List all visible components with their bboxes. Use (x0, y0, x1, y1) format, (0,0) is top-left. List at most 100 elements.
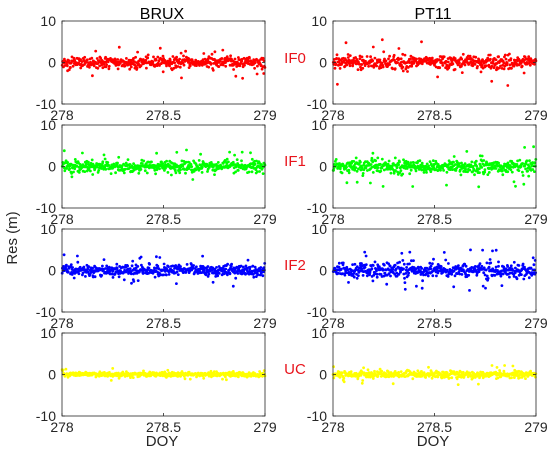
data-point (360, 63, 364, 66)
data-point (371, 160, 375, 164)
x-tick-label: 278.5 (146, 315, 181, 331)
data-point (371, 59, 375, 63)
data-point (139, 64, 143, 68)
data-point (63, 166, 66, 170)
data-point (371, 264, 375, 267)
data-point (360, 262, 363, 265)
data-point (353, 262, 357, 266)
data-point (131, 259, 135, 263)
data-point (73, 167, 77, 171)
data-point (505, 61, 509, 65)
data-point (483, 170, 487, 174)
data-point (517, 264, 521, 267)
data-point (467, 273, 471, 277)
data-point (256, 170, 259, 174)
data-point (372, 374, 376, 378)
x-tick-label: 278 (50, 419, 74, 435)
data-point (526, 62, 529, 66)
data-point (93, 275, 97, 279)
data-point (460, 71, 464, 74)
x-tick-label: 278 (321, 315, 345, 331)
data-point (209, 62, 213, 65)
data-point (379, 169, 383, 173)
data-point (420, 168, 424, 172)
data-point (512, 180, 516, 184)
data-point (228, 370, 231, 374)
x-axis-label-pt11: DOY (417, 433, 450, 450)
data-point (348, 54, 352, 57)
data-point (393, 67, 397, 70)
data-point (466, 170, 469, 174)
data-point (375, 269, 378, 273)
data-point (445, 183, 448, 187)
data-point (130, 264, 134, 268)
data-point (396, 173, 400, 176)
data-point (137, 171, 141, 175)
data-point (431, 274, 435, 278)
data-point (369, 55, 372, 59)
data-point (260, 67, 264, 71)
data-point (199, 152, 203, 156)
data-point (231, 370, 235, 373)
data-point (421, 279, 424, 283)
data-point (179, 51, 183, 55)
data-point (221, 377, 224, 381)
data-point (477, 185, 481, 189)
data-point (478, 171, 481, 175)
data-point (482, 271, 486, 275)
data-point (528, 159, 531, 163)
data-point (400, 251, 404, 255)
data-point (369, 181, 372, 185)
data-point (81, 271, 85, 275)
data-point (173, 61, 177, 65)
data-point (139, 255, 143, 259)
data-point (361, 172, 365, 175)
data-point (392, 53, 396, 57)
data-point (102, 62, 106, 66)
data-point (497, 264, 500, 268)
data-point (91, 173, 95, 176)
data-point (93, 167, 97, 171)
data-point (483, 273, 487, 277)
data-point (142, 369, 145, 373)
x-tick-label: 278 (321, 107, 345, 123)
data-point (347, 281, 350, 284)
data-point (185, 263, 189, 266)
data-point (175, 150, 179, 154)
data-point (73, 158, 77, 161)
data-point (357, 167, 360, 171)
data-point (430, 370, 433, 374)
data-point (387, 272, 391, 276)
data-point (420, 370, 423, 373)
y-tick-label: -10 (36, 408, 56, 424)
data-point (141, 58, 145, 61)
data-point (91, 74, 94, 78)
data-point (162, 273, 166, 277)
data-point (425, 171, 428, 174)
data-point (153, 168, 157, 172)
data-point (345, 63, 349, 67)
data-point (136, 50, 140, 54)
data-point (439, 373, 443, 376)
data-point (442, 251, 446, 254)
data-point (452, 160, 455, 164)
data-point (108, 371, 111, 374)
data-point (387, 57, 390, 61)
data-point (190, 165, 194, 169)
data-point (381, 185, 385, 188)
data-point (180, 76, 183, 80)
data-point (123, 64, 127, 68)
data-point (504, 57, 508, 61)
data-point (92, 64, 96, 68)
data-point (417, 267, 420, 270)
data-point (527, 55, 531, 59)
data-point (244, 264, 248, 268)
data-point (215, 266, 218, 269)
data-point (398, 260, 401, 264)
data-point (445, 371, 449, 374)
data-point (471, 165, 475, 168)
data-point (436, 75, 439, 79)
data-point (247, 170, 251, 174)
data-point (412, 61, 416, 65)
data-point (394, 169, 397, 172)
